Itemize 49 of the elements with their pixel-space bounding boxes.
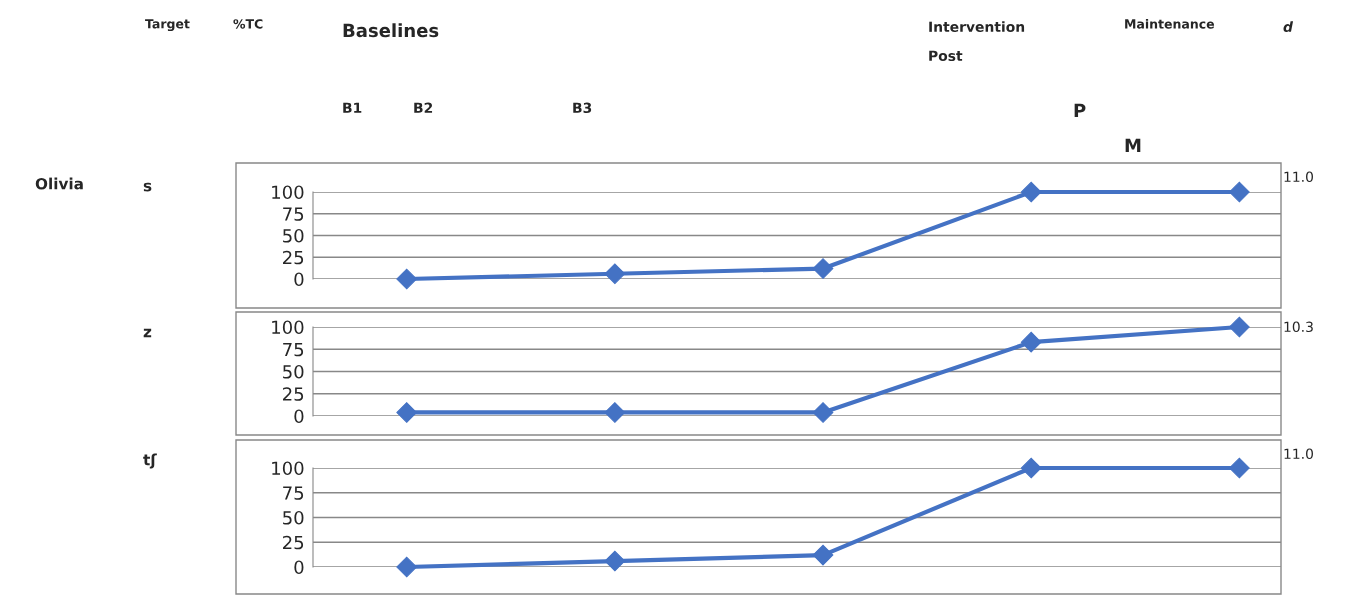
point [1020,181,1042,203]
y-tick-label: 25 [283,535,304,550]
y-tick-label: 25 [283,387,304,401]
y-tick-label: 50 [283,364,304,379]
point [1020,457,1042,479]
point [604,550,626,572]
text: Target [145,19,190,32]
y-tick-label: 50 [283,228,304,243]
point [604,402,626,423]
text: Post [929,50,963,62]
y-tick-label: 0 [294,560,304,575]
y-tick-label: 25 [283,250,304,265]
y-tick-label: 0 [294,272,304,287]
y-tick-label: 0 [294,409,304,424]
text: Intervention [929,21,1025,33]
point [396,556,418,578]
y-tick-label: 100 [272,320,304,335]
y-tick-label: 100 [272,461,304,476]
text: d [1283,21,1294,33]
text: s [143,182,152,192]
point [1020,331,1042,353]
text: P [1074,103,1086,117]
y-tick-label: 75 [283,207,304,221]
text: Maintenance [1125,18,1215,29]
text: 10.3 [1284,321,1313,333]
text: Olivia [35,177,83,190]
point [604,263,626,285]
text: M [1125,138,1141,152]
text: B3 [573,102,592,114]
point [1229,316,1250,338]
text: B2 [414,102,433,113]
text: Baselines [343,23,439,38]
y-tick-label: 75 [283,486,304,500]
y-tick-label: 50 [283,510,304,525]
point [812,544,834,566]
point [396,268,418,290]
text: 11.0 [1284,171,1313,183]
point [812,402,834,423]
text: %TC [233,19,263,29]
point [1229,457,1250,479]
point [396,402,418,423]
y-tick-label: 100 [272,185,304,200]
text: 11.0 [1284,448,1313,460]
point [812,258,834,279]
point [1229,181,1250,203]
text: B1 [343,102,362,113]
y-tick-label: 75 [283,342,304,357]
text: z [143,328,152,338]
text: tʃ [143,453,157,469]
